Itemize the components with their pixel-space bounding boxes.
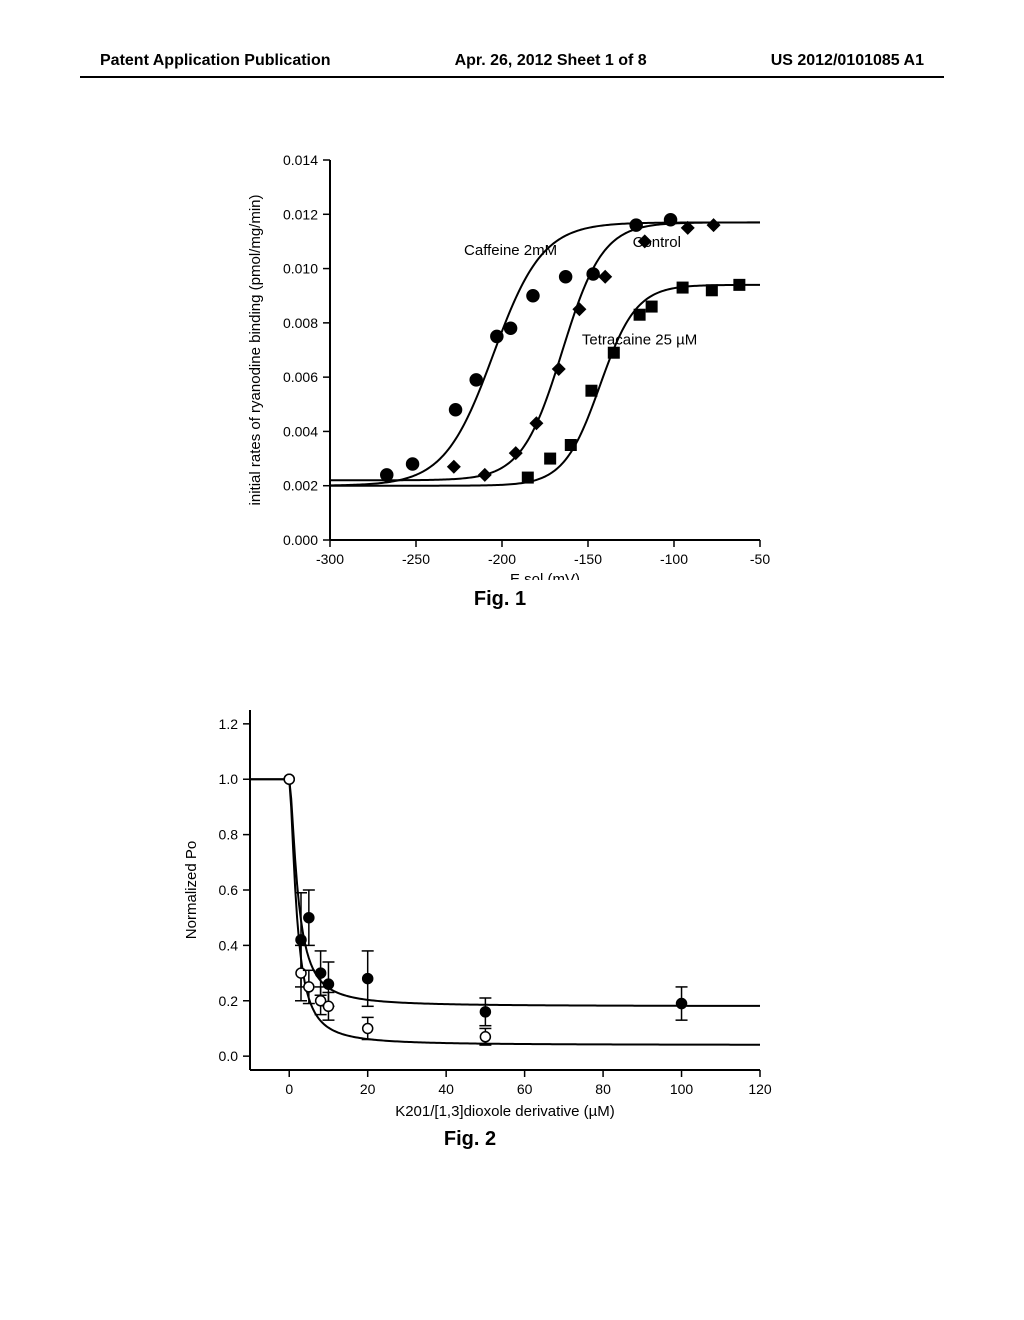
svg-text:E sol (mV): E sol (mV)	[510, 571, 580, 580]
svg-text:-250: -250	[402, 551, 430, 567]
svg-text:Tetracaine 25 µM: Tetracaine 25 µM	[582, 332, 697, 349]
header-center: Apr. 26, 2012 Sheet 1 of 8	[455, 52, 647, 70]
figure-1-chart: -300 -250 -200 -150 -100 -50 0.000 0.002 0.004 0.…	[220, 130, 780, 580]
figure-1-caption: Fig. 1	[220, 588, 780, 611]
header-left: Patent Application Publication	[100, 52, 331, 70]
header-right: US 2012/0101085 A1	[771, 52, 924, 70]
svg-text:Normalized Po: Normalized Po	[183, 841, 200, 939]
figure-1: -300 -250 -200 -150 -100 -50 0.000 0.002 0.004 0.…	[220, 130, 780, 611]
svg-text:120: 120	[748, 1081, 772, 1097]
svg-text:0: 0	[285, 1081, 293, 1097]
svg-text:0.8: 0.8	[219, 827, 239, 843]
svg-text:0.2: 0.2	[219, 993, 239, 1009]
svg-text:Control: Control	[633, 234, 681, 251]
svg-text:-200: -200	[488, 551, 516, 567]
svg-text:Caffeine 2mM: Caffeine 2mM	[464, 242, 557, 259]
svg-text:0.0: 0.0	[219, 1048, 239, 1064]
svg-text:60: 60	[517, 1081, 533, 1097]
svg-text:-100: -100	[660, 551, 688, 567]
svg-text:0.000: 0.000	[283, 532, 318, 548]
svg-text:80: 80	[595, 1081, 611, 1097]
svg-text:0.014: 0.014	[283, 152, 318, 168]
page: Patent Application Publication Apr. 26, …	[0, 0, 1024, 1320]
svg-text:0.4: 0.4	[219, 937, 239, 953]
svg-text:0.6: 0.6	[219, 882, 239, 898]
svg-text:100: 100	[670, 1081, 694, 1097]
svg-text:20: 20	[360, 1081, 376, 1097]
svg-text:0.004: 0.004	[283, 423, 318, 439]
svg-text:0.006: 0.006	[283, 369, 318, 385]
svg-text:-300: -300	[316, 551, 344, 567]
svg-text:0.012: 0.012	[283, 206, 318, 222]
svg-text:K201/[1,3]dioxole derivative (: K201/[1,3]dioxole derivative (µM)	[395, 1103, 615, 1120]
svg-text:0.002: 0.002	[283, 478, 318, 494]
svg-text:0.008: 0.008	[283, 315, 318, 331]
svg-text:0.010: 0.010	[283, 261, 318, 277]
figure-2-caption: Fig. 2	[160, 1128, 780, 1151]
page-header: Patent Application Publication Apr. 26, …	[0, 52, 1024, 70]
svg-text:-150: -150	[574, 551, 602, 567]
svg-text:1.0: 1.0	[219, 771, 239, 787]
figure-2-chart: 0 20 40 60 80 100 120 0.0 0.2 0.4 0.6 0.8 1.0 1.2 K201…	[160, 680, 780, 1120]
figure-2: 0 20 40 60 80 100 120 0.0 0.2 0.4 0.6 0.8 1.0 1.2 K201…	[160, 680, 780, 1151]
svg-text:initial rates of ryanodine bin: initial rates of ryanodine binding (pmol…	[247, 195, 264, 506]
svg-text:1.2: 1.2	[219, 716, 239, 732]
svg-text:40: 40	[438, 1081, 454, 1097]
header-rule	[80, 76, 944, 78]
svg-text:-50: -50	[750, 551, 770, 567]
